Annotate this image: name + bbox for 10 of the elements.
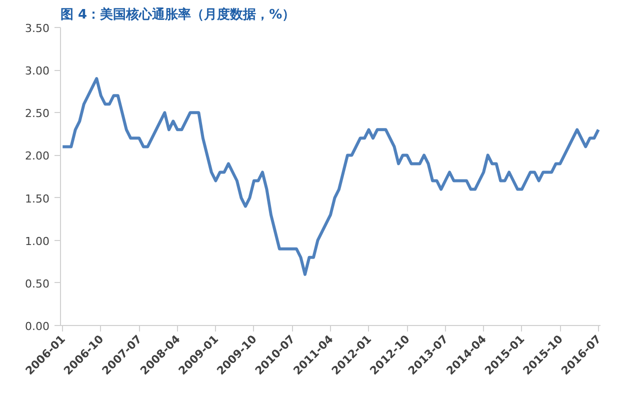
y-tick-label: 3.00 <box>25 64 50 78</box>
y-tick-label: 1.50 <box>25 192 50 206</box>
chart-title: 图 4：美国核心通胀率（月度数据，%） <box>60 6 296 22</box>
y-tick-label: 3.50 <box>25 22 50 35</box>
y-tick-label: 0.50 <box>25 277 50 290</box>
line-series <box>61 77 600 276</box>
y-tick-label: 2.50 <box>25 107 50 120</box>
y-tick-label: 2.00 <box>25 150 50 163</box>
y-tick-label: 0.00 <box>25 320 50 333</box>
y-tick-label: 1.00 <box>25 234 50 248</box>
